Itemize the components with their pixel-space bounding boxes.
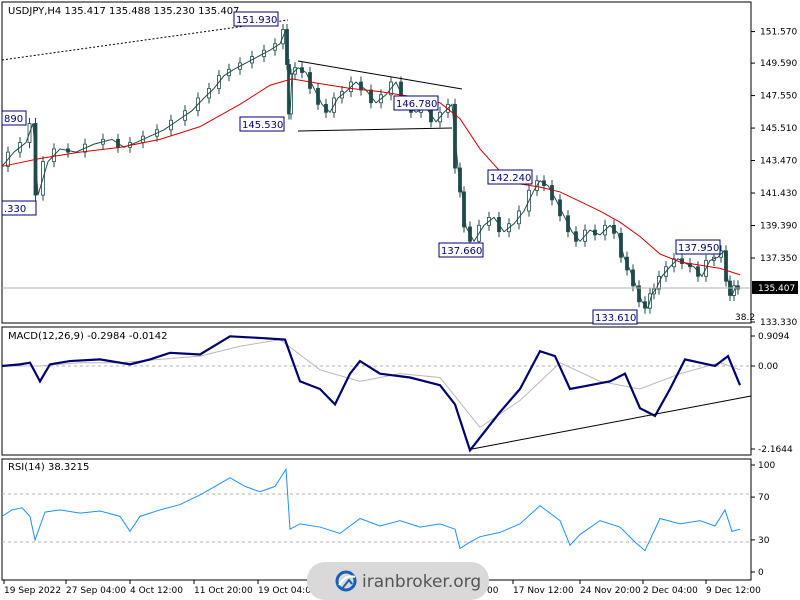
macd-support-trendline[interactable]: [471, 395, 752, 450]
svg-text:890: 890: [4, 114, 23, 125]
svg-text:137.660: 137.660: [441, 246, 482, 257]
annotation-145530[interactable]: 145.530: [239, 116, 285, 132]
triangle-lower-line[interactable]: [297, 127, 453, 132]
moving-average-line: [1, 78, 741, 276]
time-axis-tick-label: 9 Dec 12:00: [706, 586, 761, 596]
price-axis-tick-label: 141.430: [760, 189, 797, 199]
rsi-axis-tick-label: 0: [758, 568, 764, 578]
macd-axis: 0.9094 0.00 -2.1644: [751, 332, 793, 455]
svg-text:151.930: 151.930: [236, 15, 277, 26]
fib-level-label: 38.2: [735, 313, 755, 323]
svg-text:.330: .330: [4, 204, 26, 215]
rsi-axis-tick-label: 100: [758, 461, 775, 471]
macd-signal-line: [2, 339, 741, 429]
rsi-axis: 100 70 30 0: [751, 461, 775, 578]
time-axis-tick-label: 17 Nov 12:00: [513, 586, 574, 596]
macd-main-line: [1, 335, 742, 453]
time-axis-tick-label: 19 Oct 04:00: [258, 586, 317, 596]
annotation-137950[interactable]: 137.950: [675, 239, 721, 255]
current-price-tag: [752, 281, 798, 294]
time-axis-tick-label: 11 Oct 20:00: [194, 586, 253, 596]
watermark: iranbroker.org: [307, 562, 489, 600]
rsi-axis-tick-label: 30: [758, 536, 770, 546]
current-price-value: 135.407: [758, 284, 795, 294]
time-axis-tick-label: 2 Dec 04:00: [643, 586, 698, 596]
macd-panel[interactable]: [1, 326, 752, 456]
svg-text:137.950: 137.950: [678, 243, 719, 254]
rsi-plot: [1, 467, 741, 552]
svg-text:146.780: 146.780: [396, 99, 437, 110]
price-panel[interactable]: [1, 1, 752, 324]
time-axis-tick-label: 27 Sep 04:00: [66, 586, 126, 596]
price-close-line: [1, 29, 741, 310]
annotation-151930[interactable]: 151.930: [233, 11, 279, 27]
rsi-line: [1, 467, 741, 552]
time-axis-tick-label: 00: [487, 586, 499, 596]
annotation-137660[interactable]: 137.660: [438, 242, 484, 258]
logo-swirl-icon: [335, 570, 357, 592]
time-axis-tick-label: 4 Oct 12:00: [130, 586, 183, 596]
rsi-panel[interactable]: [1, 458, 752, 581]
macd-plot: [1, 335, 742, 453]
macd-axis-tick-label: 0.9094: [758, 332, 790, 342]
upper-trendline-dashed[interactable]: [1, 19, 289, 61]
macd-axis-tick-label: 0.00: [758, 362, 778, 372]
annotation-left-bottom[interactable]: .330: [1, 200, 37, 216]
price-axis-tick-label: 149.590: [760, 59, 797, 69]
price-axis-tick-label: 151.570: [760, 28, 797, 38]
macd-label: MACD(12,26,9) -0.2984 -0.0142: [8, 331, 168, 342]
price-axis: 151.570 149.590 147.550 145.510 143.470 141.4…: [751, 28, 797, 328]
triangle-upper-line[interactable]: [297, 60, 463, 90]
annotation-left-top[interactable]: 890: [1, 110, 27, 126]
macd-axis-tick-label: -2.1644: [758, 445, 793, 455]
svg-text:145.530: 145.530: [242, 120, 283, 131]
annotation-133610[interactable]: 133.610: [592, 309, 638, 325]
svg-text:133.610: 133.610: [595, 313, 636, 324]
price-axis-tick-label: 139.390: [760, 222, 797, 232]
time-axis-tick-label: 24 Nov 20:00: [580, 586, 641, 596]
symbol-header: USDJPY,H4 135.417 135.488 135.230 135.40…: [8, 6, 239, 17]
time-axis: 19 Sep 2022 27 Sep 04:00 4 Oct 12:00 11 Oct…: [3, 580, 761, 596]
rsi-axis-tick-label: 70: [758, 493, 770, 503]
watermark-text: iranbroker.org: [362, 572, 481, 592]
time-axis-tick-label: 19 Sep 2022: [4, 586, 61, 596]
annotation-142240[interactable]: 142.240: [487, 169, 533, 185]
price-axis-tick-label: 137.350: [760, 254, 797, 264]
price-axis-tick-label: 145.510: [760, 124, 797, 134]
price-axis-tick-label: 133.330: [760, 318, 797, 328]
price-plot: [1, 23, 741, 314]
price-axis-tick-label: 143.470: [760, 157, 797, 167]
price-axis-tick-label: 147.550: [760, 92, 797, 102]
rsi-label: RSI(14) 38.3215: [8, 462, 89, 473]
svg-text:142.240: 142.240: [490, 173, 531, 184]
annotation-146780[interactable]: 146.780: [393, 95, 439, 111]
